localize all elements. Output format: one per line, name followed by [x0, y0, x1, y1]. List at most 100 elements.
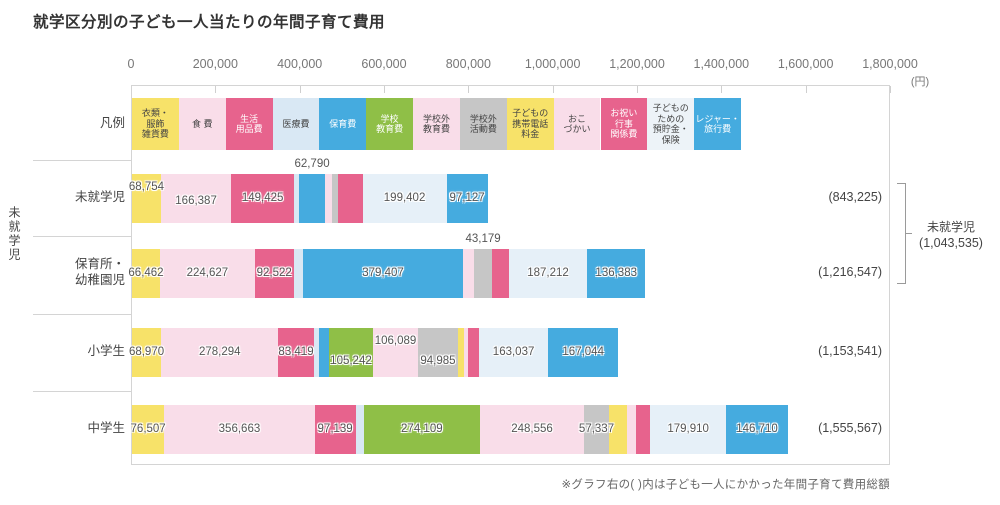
legend-item-label: 旅行費: [704, 124, 732, 134]
x-tick-label: 800,000: [445, 57, 491, 71]
segment-value-label: 83,419: [278, 345, 314, 358]
bar-row-3: [132, 405, 891, 454]
x-tick-label: 600,000: [361, 57, 407, 71]
legend-item-label: 料金: [521, 129, 540, 140]
x-tick-mark: [384, 86, 385, 93]
bar-segment: [627, 405, 636, 454]
x-tick-label: 1,400,000: [693, 57, 750, 71]
legend-item-label: 関係費: [610, 129, 638, 140]
row-separator-line: [33, 391, 131, 392]
bar-segment: [584, 405, 609, 454]
row-total-label: (843,225): [828, 190, 882, 204]
legend-item-label: 服飾: [146, 118, 165, 129]
legend-item-label: 学校: [380, 113, 399, 124]
legend-item-1: 食 費: [178, 98, 226, 150]
segment-value-label: 274,109: [401, 422, 443, 435]
bar-segment: [332, 174, 339, 223]
legend-item-9: おこ づかい: [553, 98, 601, 150]
legend-item-label: 教育費: [423, 124, 451, 134]
segment-value-label: 105,242: [330, 355, 372, 367]
bar-segment: [164, 405, 315, 454]
segment-value-label: 57,337: [578, 422, 615, 435]
bar-segment: [492, 249, 509, 298]
legend-item-label: づかい: [563, 124, 591, 134]
row-separator-line: [33, 160, 131, 161]
segment-value-label: 97,127: [449, 191, 485, 204]
legend-item-label: 生活: [240, 113, 259, 124]
legend-item-label: 学校外: [423, 113, 451, 124]
bar-row-2: [132, 328, 891, 377]
bracket-line: [905, 183, 906, 283]
segment-value-label: 106,089: [374, 335, 417, 347]
bar-segment: [726, 405, 788, 454]
bar-segment: [313, 328, 319, 377]
bar-segment: [473, 249, 493, 298]
x-tick-mark: [468, 86, 470, 93]
bracket-bottom-cap: [897, 283, 906, 284]
row-total-label: (1,216,547): [818, 265, 882, 279]
x-tick-mark: [805, 86, 807, 93]
legend-item-label: おこ: [568, 113, 587, 124]
bar-segment: [373, 328, 418, 377]
bar-segment: [587, 249, 645, 298]
bar-segment: [636, 405, 651, 454]
segment-value-label: 76,507: [130, 422, 166, 435]
x-tick-label: 0: [127, 57, 135, 71]
segment-value-label: 62,790: [294, 158, 330, 170]
bar-segment: [479, 328, 548, 377]
legend-item-label: 雑貨費: [141, 129, 169, 140]
legend-item-label: レジャー・: [695, 113, 740, 124]
x-tick-label: 1,200,000: [609, 57, 665, 71]
row-label-0: 未就学児: [33, 190, 125, 206]
bar-segment: [464, 328, 468, 377]
bar-segment: [364, 405, 480, 454]
legend-item-3: 医療費: [272, 98, 320, 150]
bar-segment: [254, 249, 294, 298]
row-separator-line: [33, 236, 131, 237]
row-label-2: 小学生: [33, 344, 125, 360]
bar-row-1: [132, 249, 891, 298]
bar-row-0: [132, 174, 891, 223]
legend-item-5: 学校 教育費: [366, 98, 414, 150]
bar-segment: [479, 405, 585, 454]
chart-title: 就学区分別の子ども一人当たりの年間子育て費用: [33, 14, 386, 31]
row-total-label: (1,153,541): [818, 344, 882, 358]
segment-value-label: 199,402: [383, 191, 426, 204]
bar-segment: [160, 249, 255, 298]
bar-segment: [446, 174, 488, 223]
x-tick-mark: [552, 86, 554, 93]
bracket-label: 未就学児 (1,043,535): [903, 219, 999, 251]
bar-segment: [161, 328, 279, 377]
bar-segment: [328, 328, 374, 377]
bar-segment: [318, 328, 329, 377]
x-tick-mark: [215, 86, 217, 93]
legend-item-label: ための: [657, 113, 685, 124]
row-label-line: 幼稚園児: [74, 272, 125, 287]
bracket-top-cap: [897, 183, 906, 184]
legend-item-label: 保険: [661, 134, 680, 145]
legend-item-label: 子どもの: [652, 103, 689, 113]
segment-value-label: 356,663: [218, 422, 261, 435]
bar-segment: [298, 174, 326, 223]
legend-item-label: 衣類・: [141, 108, 169, 119]
legend-item-label: お祝い: [610, 108, 638, 119]
bar-segment: [294, 174, 299, 223]
bar-segment: [314, 405, 356, 454]
bar-segment: [547, 328, 619, 377]
bar-segment: [417, 328, 458, 377]
legend-item-7: 学校外 活動費: [459, 98, 507, 150]
footnote: ※グラフ右の( )内は子ども一人にかかった年間子育て費用総額: [561, 479, 890, 491]
legend-item-4: 保育費: [319, 98, 367, 150]
segment-value-label: 179,910: [667, 422, 709, 435]
segment-value-label: 97,139: [317, 422, 353, 435]
segment-value-label: 149,425: [241, 191, 284, 204]
segment-value-label: 278,294: [198, 345, 241, 358]
segment-value-label: 94,985: [420, 355, 456, 367]
segment-value-label: 43,179: [465, 233, 501, 245]
legend-row-label: 凡例: [99, 116, 125, 130]
legend-item-label: 携帯電話: [512, 118, 549, 129]
legend-item-0: 衣類・ 服飾 雑貨費: [132, 98, 179, 150]
legend-item-6: 学校外 教育費: [413, 98, 460, 150]
segment-value-label: 68,754: [128, 181, 165, 193]
